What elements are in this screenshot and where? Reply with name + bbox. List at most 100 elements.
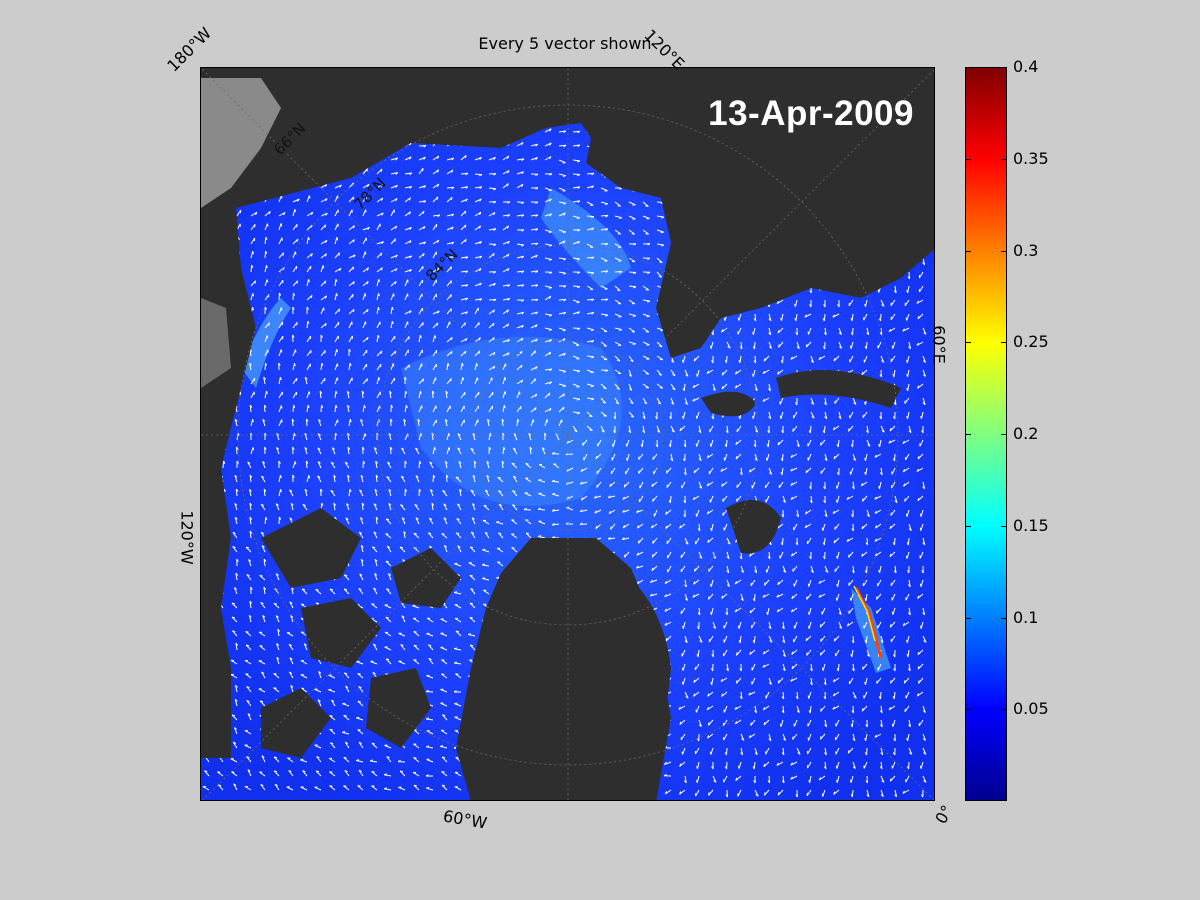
vector-arrow [656, 215, 664, 218]
vector-arrow [708, 565, 714, 572]
vector-arrowhead [780, 458, 783, 462]
vector-arrowhead [266, 335, 269, 339]
vector-arrow [904, 397, 910, 404]
vector-arrow [600, 313, 608, 316]
vector-arrow [600, 397, 607, 404]
vector-arrow [460, 172, 469, 175]
vector-arrowhead [577, 229, 581, 232]
vector-arrow [664, 621, 672, 626]
vector-arrow [248, 559, 252, 567]
vector-arrowhead [790, 609, 794, 613]
vector-arrowhead [492, 309, 496, 313]
vector-arrow [614, 355, 621, 362]
vector-arrowhead [748, 692, 751, 696]
vector-arrowhead [388, 488, 392, 492]
vector-arrow [580, 467, 588, 473]
vector-arrowhead [363, 404, 366, 409]
vector-arrowhead [359, 573, 363, 576]
vector-arrow [454, 716, 462, 721]
vector-arrow [920, 621, 924, 629]
vector-arrow [698, 719, 702, 727]
vector-arrow [642, 411, 646, 419]
vector-arrow [876, 593, 882, 600]
vector-arrow [734, 607, 742, 613]
vector-arrow [468, 634, 476, 637]
vector-arrow [600, 425, 605, 433]
vector-arrowhead [352, 239, 355, 243]
vector-arrowhead [464, 350, 467, 355]
vector-arrowhead [293, 432, 296, 437]
vector-arrowhead [506, 309, 509, 313]
vector-arrowhead [374, 558, 378, 562]
vector-arrow [292, 461, 296, 469]
vector-arrowhead [748, 734, 752, 739]
vector-arrow [306, 224, 313, 231]
vector-arrow [232, 630, 238, 637]
vector-arrow [638, 537, 644, 544]
vector-arrow [762, 397, 770, 402]
vector-arrow [807, 453, 812, 461]
vector-arrowhead [485, 489, 489, 492]
vector-arrow [781, 467, 784, 475]
vector-arrowhead [679, 427, 682, 432]
vector-arrowhead [577, 271, 581, 274]
vector-arrowhead [836, 555, 838, 559]
vector-arrow [823, 313, 826, 322]
vector-arrow [385, 658, 392, 665]
vector-arrow [529, 447, 532, 455]
vector-arrowhead [563, 130, 567, 134]
vector-arrowhead [563, 352, 566, 356]
vector-arrow [600, 257, 608, 262]
vector-arrowhead [605, 270, 609, 273]
vector-arrow [818, 579, 826, 584]
vector-arrowhead [851, 570, 855, 574]
vector-arrowhead [851, 640, 855, 644]
vector-arrowhead [920, 625, 922, 629]
vector-arrow [651, 481, 658, 487]
vector-arrow [474, 186, 482, 189]
vector-arrowhead [234, 418, 238, 422]
vector-arrowhead [891, 611, 894, 615]
vector-arrowhead [378, 419, 380, 423]
vector-arrow [538, 520, 546, 525]
vector-arrow [642, 215, 650, 219]
vector-arrow [320, 295, 327, 301]
vector-arrowhead [624, 554, 626, 558]
vector-arrowhead [695, 513, 698, 517]
vector-arrow [278, 279, 284, 287]
vector-arrow [777, 439, 784, 446]
vector-arrowhead [753, 318, 757, 322]
vector-arrow [292, 363, 295, 371]
vector-arrow [572, 341, 580, 346]
vector-arrow [824, 411, 828, 419]
vector-arrowhead [450, 280, 452, 284]
vector-arrowhead [520, 350, 523, 355]
vector-arrowhead [738, 415, 741, 420]
vector-arrow [334, 321, 340, 329]
vector-arrow [572, 411, 580, 414]
vector-arrow [572, 397, 580, 400]
vector-arrow [317, 699, 322, 707]
vector-arrowhead [551, 479, 555, 482]
vector-arrow [357, 700, 364, 707]
vector-arrow [779, 551, 784, 559]
vector-arrowhead [260, 503, 265, 507]
vector-arrowhead [352, 281, 355, 285]
vector-arrowhead [429, 461, 433, 464]
vector-arrow [768, 635, 773, 643]
drift-band [401, 336, 622, 507]
vector-arrowhead [498, 490, 502, 493]
vector-arrowhead [916, 300, 919, 304]
vector-arrow [684, 537, 689, 545]
vector-arrow [558, 201, 566, 204]
vector-arrow [848, 299, 854, 307]
vector-arrowhead [874, 454, 877, 458]
vector-arrowhead [605, 228, 609, 231]
vector-arrowhead [404, 460, 407, 464]
vector-arrowhead [738, 359, 741, 364]
vector-arrow [762, 369, 770, 375]
vector-arrowhead [307, 320, 310, 324]
vector-arrow [404, 349, 409, 357]
vector-arrowhead [851, 486, 855, 490]
vector-arrowhead [358, 531, 363, 535]
